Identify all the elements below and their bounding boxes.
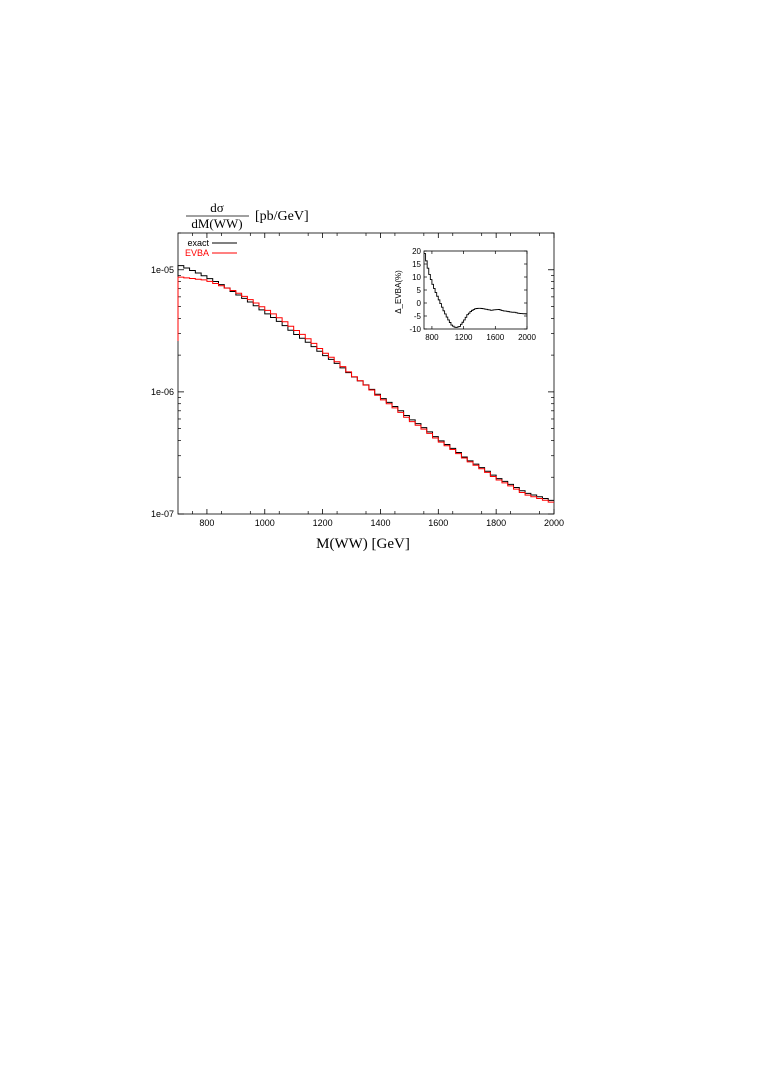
y-tick-label: 1e-06 <box>151 387 174 397</box>
x-tick-label: 1400 <box>370 518 390 528</box>
inset-series-group <box>424 253 527 328</box>
legend: exact EVBA <box>185 238 237 258</box>
main-series-group <box>177 265 554 503</box>
inset-x-tick-label: 2000 <box>518 333 536 342</box>
x-tick-label: 800 <box>199 518 214 528</box>
inset-y-tick-label: 20 <box>412 247 421 256</box>
inset-x-tick-label: 1600 <box>486 333 504 342</box>
legend-label-exact: exact <box>187 238 209 248</box>
x-tick-label: 1600 <box>428 518 448 528</box>
y-label-numerator: dσ <box>210 200 224 215</box>
inset-y-tick-label: -10 <box>409 325 421 334</box>
y-tick-label: 1e-07 <box>151 509 174 519</box>
inset-y-tick-label: 5 <box>417 286 422 295</box>
inset-y-tick-label: 15 <box>412 260 421 269</box>
inset-y-tick-label: 10 <box>412 273 421 282</box>
inset-y-tick-label: 0 <box>417 299 422 308</box>
inset-y-axis-label: Δ_EVBA(%) <box>394 270 403 314</box>
inset-x-tick-label: 1200 <box>455 333 473 342</box>
series-line-evba <box>177 276 554 503</box>
main-axis-ticks: 800 1000 1200 1400 1600 1800 2000 1e-07 1e-06 1e-… <box>151 232 564 528</box>
y-tick-label: 1e-05 <box>151 265 174 275</box>
x-tick-label: 1200 <box>313 518 333 528</box>
inset-axis-ticks: 800 1200 1600 2000 -10 -5 0 5 10 15 20 <box>409 247 536 342</box>
y-axis-label: dσ dM(WW) [pb/GeV] <box>186 200 309 231</box>
y-label-unit: [pb/GeV] <box>255 209 309 224</box>
inset-y-tick-label: -5 <box>414 312 422 321</box>
x-axis-label: M(WW) [GeV] <box>316 536 410 552</box>
legend-label-evba: EVBA <box>185 248 209 258</box>
y-label-denominator: dM(WW) <box>191 216 242 231</box>
x-tick-label: 1000 <box>255 518 275 528</box>
inset-series-line <box>424 253 527 328</box>
x-tick-label: 2000 <box>544 518 564 528</box>
inset-x-tick-label: 800 <box>425 333 439 342</box>
inset-plot-frame <box>423 250 528 330</box>
x-tick-label: 1800 <box>486 518 506 528</box>
